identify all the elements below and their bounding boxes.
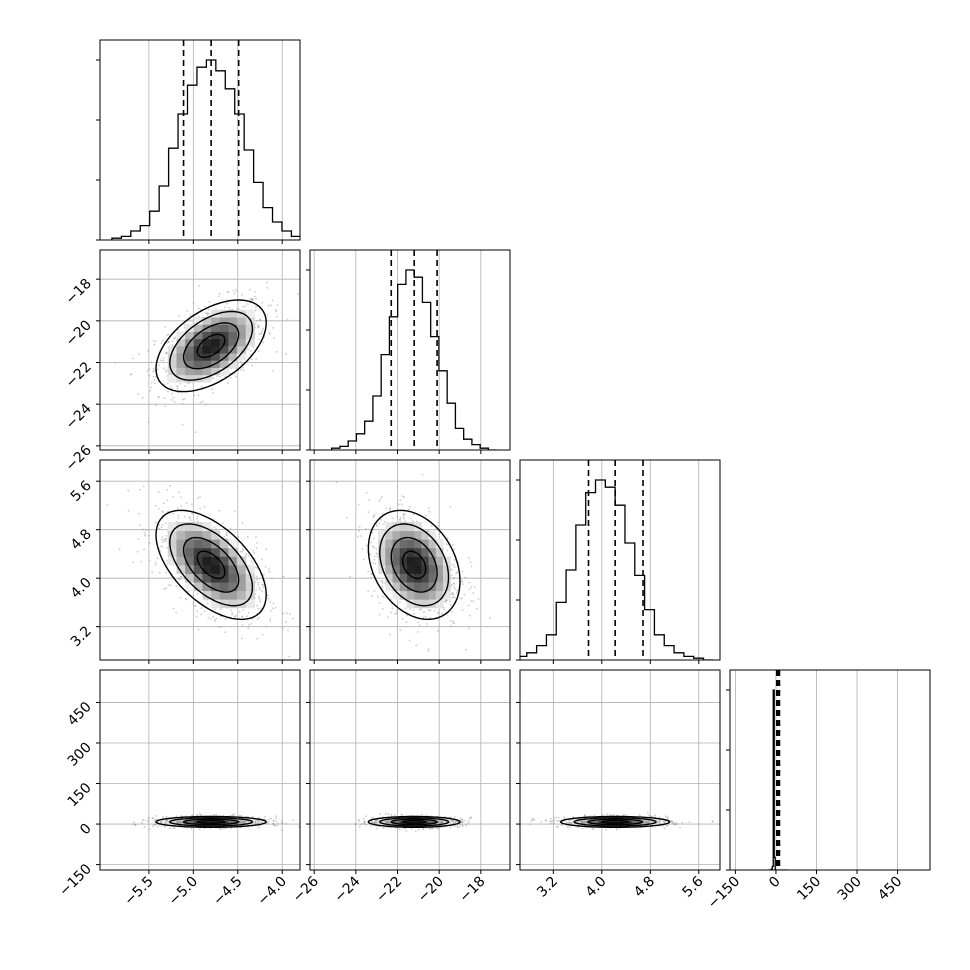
contour-line bbox=[169, 523, 254, 607]
x-tick-label: −26 bbox=[290, 873, 322, 905]
contour-line bbox=[390, 536, 438, 593]
contour-line bbox=[196, 550, 226, 580]
contour-line bbox=[196, 819, 226, 824]
panel-frame bbox=[99, 669, 301, 871]
x-tick-label: 300 bbox=[835, 874, 865, 904]
y-tick-label: −20 bbox=[63, 317, 95, 349]
panel-frame bbox=[309, 249, 511, 451]
contour-line bbox=[559, 815, 671, 828]
x-tick-label: 4.8 bbox=[631, 874, 658, 901]
contour-line bbox=[182, 536, 240, 593]
x-tick-label: 0 bbox=[766, 874, 784, 892]
density-blocks bbox=[167, 521, 255, 609]
x-tick-label: 450 bbox=[875, 874, 905, 904]
y-tick-label: −26 bbox=[63, 442, 95, 474]
contour-line bbox=[587, 818, 644, 826]
contour-line bbox=[182, 818, 240, 826]
x-tick-label: −20 bbox=[415, 874, 447, 906]
panel-frame bbox=[309, 669, 511, 871]
y-tick-label: −22 bbox=[63, 359, 95, 391]
x-tick-label: −22 bbox=[373, 874, 405, 906]
x-tick-label: 4.0 bbox=[583, 874, 610, 901]
x-tick-label: −5.5 bbox=[121, 874, 156, 909]
panel-frame bbox=[519, 669, 721, 871]
contour-line bbox=[169, 310, 254, 381]
histogram-panel-0 bbox=[96, 39, 301, 244]
panel-frame bbox=[99, 39, 301, 241]
histogram-step bbox=[520, 479, 714, 660]
x-tick-label: −4.0 bbox=[255, 874, 290, 909]
y-tick-label: 3.2 bbox=[68, 623, 95, 650]
scatter-panel-1-2 bbox=[306, 459, 511, 664]
y-tick-label: −18 bbox=[63, 276, 95, 308]
panel-frame bbox=[729, 669, 931, 871]
y-tick-label: 450 bbox=[65, 699, 95, 729]
x-tick-label: −150 bbox=[705, 874, 744, 913]
y-tick-label: 150 bbox=[65, 780, 95, 810]
x-tick-label: 150 bbox=[794, 874, 824, 904]
density-blocks bbox=[378, 521, 451, 609]
contour-line bbox=[155, 299, 267, 393]
contour-line bbox=[367, 509, 461, 620]
scatter-panel-1-3: −26 −24 −22 −20 −18 bbox=[290, 669, 511, 906]
x-tick-label: −24 bbox=[331, 873, 363, 905]
scatter-panel-2-3: 3.2 4.0 4.8 5.6 bbox=[516, 669, 721, 901]
contour-line bbox=[573, 817, 657, 827]
x-tick-label: −5.0 bbox=[166, 874, 201, 909]
y-tick-label: −24 bbox=[63, 401, 95, 433]
y-tick-label: 4.0 bbox=[68, 575, 95, 602]
x-tick-label: 5.6 bbox=[680, 873, 707, 900]
x-tick-label: −18 bbox=[456, 874, 488, 906]
histogram-panel-1 bbox=[306, 249, 511, 454]
panel-frame bbox=[99, 459, 301, 661]
panel-frame bbox=[99, 249, 301, 451]
contour-line bbox=[390, 818, 438, 826]
histogram-panel-3: −150 0 150 300 450 bbox=[705, 669, 931, 913]
x-tick-label: −4.5 bbox=[210, 874, 245, 909]
contour-line bbox=[379, 817, 450, 827]
contour-line bbox=[401, 819, 427, 824]
contour-line bbox=[169, 817, 254, 827]
y-tick-label: 5.6 bbox=[68, 478, 95, 505]
x-tick-label: 3.2 bbox=[534, 874, 561, 901]
scatter-panel-0-2: 3.2 4.0 4.8 5.6 bbox=[68, 459, 301, 664]
contour-line bbox=[155, 509, 267, 621]
y-tick-label: −150 bbox=[56, 861, 95, 900]
y-tick-label: 0 bbox=[77, 821, 95, 839]
contour-line bbox=[155, 815, 267, 828]
contour-line bbox=[196, 333, 226, 358]
histogram-panel-2 bbox=[516, 459, 721, 664]
panel-frame bbox=[519, 459, 721, 661]
panel-frame bbox=[309, 459, 511, 661]
y-tick-label: 4.8 bbox=[68, 526, 95, 553]
histogram-step bbox=[768, 689, 788, 870]
contour-line bbox=[367, 815, 461, 828]
scatter-panel-0-1: −26 −24 −22 −20 −18 bbox=[63, 249, 301, 475]
y-tick-label: 300 bbox=[65, 739, 95, 769]
scatter-panel-0-3: −5.5 −5.0 −4.5 −4.0 −150 0 150 300 450 bbox=[56, 669, 301, 909]
contour-line bbox=[182, 322, 240, 370]
contour-line bbox=[600, 819, 630, 824]
contour-line bbox=[379, 523, 450, 607]
contour-line bbox=[402, 550, 427, 580]
